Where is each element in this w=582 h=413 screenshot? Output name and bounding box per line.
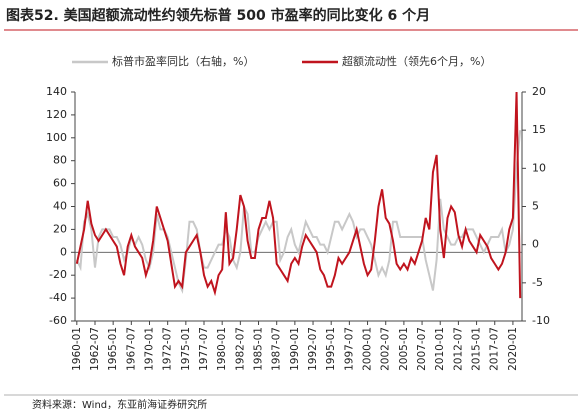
- y-tick-label: -20: [49, 268, 67, 281]
- y2-tick-label: -5: [532, 276, 543, 289]
- x-tick-label: 1995-01: [325, 327, 337, 371]
- y2-tick-label: 10: [532, 161, 546, 174]
- x-tick-label: 1992-07: [307, 327, 319, 371]
- y-tick-label: 80: [53, 154, 67, 167]
- x-tick-label: 2020-01: [507, 327, 519, 371]
- x-tick-label: 2015-01: [471, 327, 483, 371]
- legend-label: 超额流动性（领先6个月，%）: [342, 54, 491, 68]
- y-tick-label: -60: [49, 314, 67, 327]
- y2-tick-label: 15: [532, 123, 546, 136]
- y2-tick-label: 5: [532, 200, 539, 213]
- legend-label: 标普市盈率同比（右轴，%）: [112, 54, 254, 68]
- x-tick-label: 1972-07: [162, 327, 174, 371]
- source: 资料来源：Wind，东亚前海证券研究所: [32, 398, 207, 411]
- y2-tick-label: -10: [532, 314, 550, 327]
- y-tick-label: -40: [49, 291, 67, 304]
- y2-tick-label: 0: [532, 238, 539, 251]
- x-tick-label: 1970-01: [144, 327, 156, 371]
- series-line: [75, 92, 522, 299]
- x-tick-label: 1987-07: [271, 327, 283, 371]
- y-tick-label: 100: [46, 131, 67, 144]
- x-tick-label: 2007-07: [416, 327, 428, 371]
- x-tick-label: 1965-01: [107, 327, 119, 371]
- x-tick-label: 2005-01: [398, 327, 410, 371]
- x-tick-label: 1967-07: [125, 327, 137, 371]
- chart-title: 图表52. 美国超额流动性约领先标普 500 市盈率的同比变化 6 个月: [6, 7, 430, 24]
- y-tick-label: 40: [53, 200, 67, 213]
- y-tick-label: 0: [60, 245, 67, 258]
- x-tick-label: 1962-07: [89, 327, 101, 371]
- x-tick-label: 1982-07: [234, 327, 246, 371]
- x-tick-label: 1997-07: [343, 327, 355, 371]
- x-tick-label: 1960-01: [71, 327, 83, 371]
- y-tick-label: 120: [46, 108, 67, 121]
- x-tick-label: 1985-01: [253, 327, 265, 371]
- x-tick-label: 1990-01: [289, 327, 301, 371]
- x-tick-label: 2012-07: [452, 327, 464, 371]
- x-tick-label: 1980-01: [216, 327, 228, 371]
- y-tick-label: 140: [46, 85, 67, 98]
- y-tick-label: 20: [53, 222, 67, 235]
- x-tick-label: 2002-07: [380, 327, 392, 371]
- x-tick-label: 2010-01: [434, 327, 446, 371]
- x-tick-label: 1975-01: [180, 327, 192, 371]
- y-tick-label: 60: [53, 177, 67, 190]
- x-tick-label: 1977-07: [198, 327, 210, 371]
- y2-tick-label: 20: [532, 85, 546, 98]
- x-tick-label: 2000-01: [362, 327, 374, 371]
- x-tick-label: 2017-07: [489, 327, 501, 371]
